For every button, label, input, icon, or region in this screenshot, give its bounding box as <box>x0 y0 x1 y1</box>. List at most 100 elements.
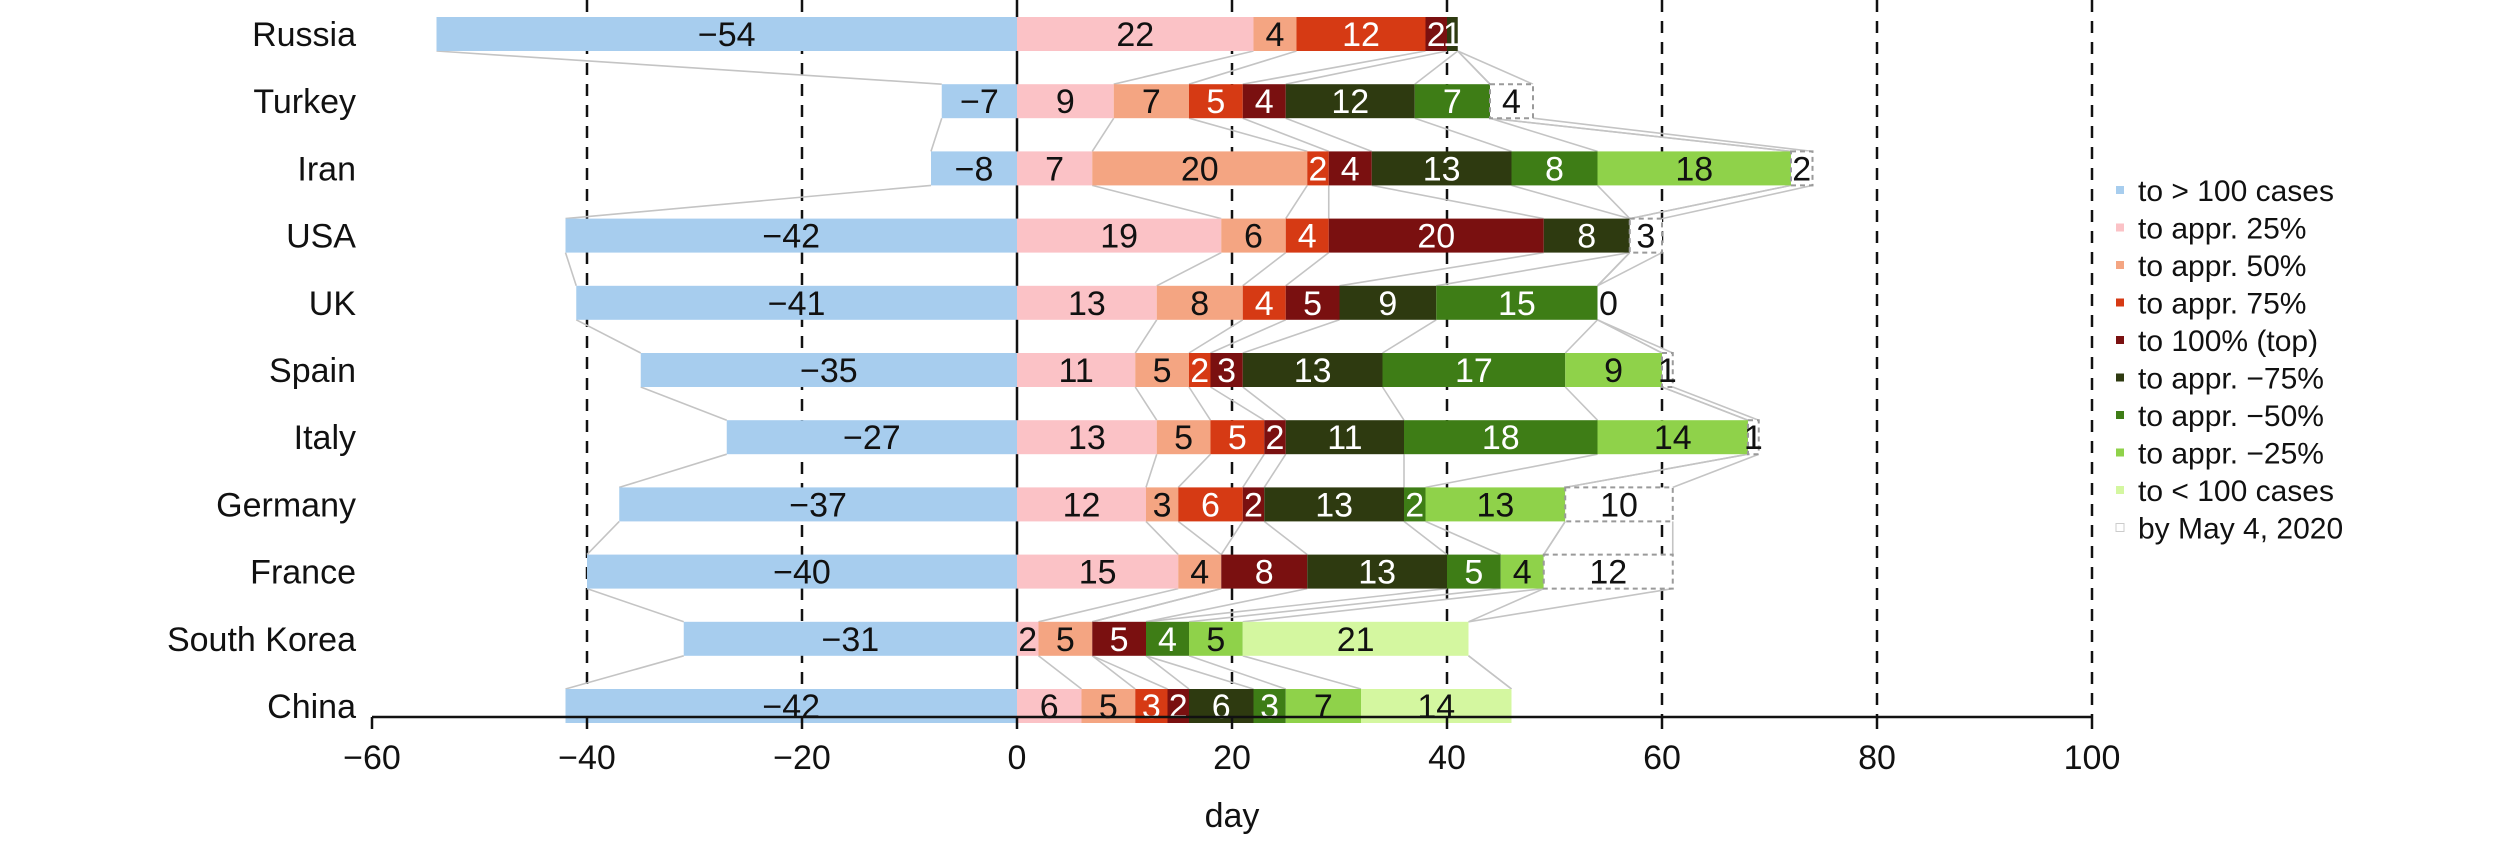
stage-connector <box>1188 117 1308 153</box>
data-label: 13 <box>1476 486 1514 524</box>
data-label: 11 <box>1327 419 1362 457</box>
data-label: 5 <box>1303 285 1322 323</box>
legend-swatch <box>2116 411 2124 419</box>
data-label: 5 <box>1110 621 1129 659</box>
legend-swatch <box>2116 336 2124 344</box>
bar-segment <box>1542 553 1674 590</box>
stage-connector <box>1596 252 1631 287</box>
data-label: 4 <box>1298 218 1317 256</box>
bar-segment <box>941 84 1017 119</box>
legend-label: to < 100 cases <box>2138 475 2334 508</box>
data-label: −31 <box>822 621 880 659</box>
data-label: 3 <box>1217 352 1236 390</box>
bar-segment <box>1436 285 1598 320</box>
stage-connector <box>1242 386 1287 421</box>
category-label: Russia <box>252 16 356 54</box>
bar-segment <box>1038 621 1093 656</box>
stage-connector <box>1038 587 1179 623</box>
data-label: 0 <box>1599 285 1618 323</box>
data-label: 14 <box>1417 688 1455 726</box>
data-label: 2 <box>1018 621 1037 659</box>
stage-connector <box>586 520 620 556</box>
legend-swatch <box>2116 261 2124 269</box>
stage-connector <box>1177 453 1212 488</box>
stage-connector <box>1403 520 1448 556</box>
data-label: 10 <box>1600 486 1638 524</box>
data-label: 8 <box>1545 150 1564 188</box>
stage-connector <box>1457 50 1491 85</box>
bar-segment <box>1017 554 1179 589</box>
data-label: 15 <box>1079 554 1117 592</box>
stage-connector <box>1113 50 1254 85</box>
x-tick-label: 20 <box>1213 739 1251 777</box>
bar-segment <box>1017 420 1157 455</box>
stage-connector <box>1381 386 1405 421</box>
bar-layer: −54 22 4 12 21−7 9 7 5 4 12 7 4−8 7 20 2 4 13 8 18 2−42 19 6 4… <box>436 16 1814 726</box>
data-label: 13 <box>1358 554 1396 592</box>
stage-connector <box>1091 655 1136 690</box>
bar-segment <box>1597 420 1748 455</box>
bar-segment <box>1285 84 1415 119</box>
data-label: 12 <box>1589 554 1627 592</box>
stage-connector <box>1661 386 1749 421</box>
stage-connector <box>1188 655 1287 690</box>
bar-segment <box>1242 353 1383 387</box>
bar-segment <box>1017 285 1157 320</box>
stage-connector <box>1188 319 1244 354</box>
data-label: 5 <box>1056 621 1075 659</box>
stage-connector <box>436 50 942 85</box>
data-label: 13 <box>1423 150 1461 188</box>
stage-connector <box>1564 319 1599 354</box>
stage-connector <box>1263 520 1308 556</box>
x-tick-label: 0 <box>1008 739 1027 777</box>
bar-segment <box>436 17 1017 51</box>
legend-label: to appr. −25% <box>2138 438 2324 471</box>
legend-label: to > 100 cases <box>2138 175 2334 208</box>
legend-label: to appr. −50% <box>2138 400 2324 433</box>
stage-connector <box>619 453 727 489</box>
stage-connector <box>1242 655 1362 690</box>
stage-connector <box>930 117 943 152</box>
data-label: 4 <box>1158 621 1177 659</box>
data-label: 3 <box>1142 688 1161 726</box>
bar-segment <box>619 487 1017 522</box>
stage-connector <box>1672 386 1760 421</box>
stage-connector <box>565 184 932 220</box>
bar-segment <box>1146 487 1179 522</box>
data-label: 20 <box>1181 150 1219 188</box>
bar-segment <box>1500 554 1544 589</box>
data-label: 7 <box>1045 150 1064 188</box>
bar-segment <box>1307 554 1447 589</box>
bar-segment <box>1156 285 1243 320</box>
data-label: 1 <box>1443 16 1462 54</box>
stage-connector <box>1242 117 1330 153</box>
bar-segment <box>1285 420 1404 455</box>
x-axis-title: day <box>1205 797 1260 835</box>
data-label: 2 <box>1266 419 1285 457</box>
stage-connector <box>1425 453 1598 489</box>
stage-connector <box>1220 520 1244 556</box>
bar-segment <box>587 554 1017 589</box>
data-label: 18 <box>1675 150 1713 188</box>
stage-connector <box>1285 184 1308 220</box>
data-label: 13 <box>1068 285 1106 323</box>
bar-segment <box>1511 151 1598 186</box>
data-label: 22 <box>1116 16 1154 54</box>
category-label: Iran <box>297 150 356 188</box>
data-label: 6 <box>1212 688 1231 726</box>
stage-connector <box>1339 251 1544 287</box>
bar-segment <box>640 353 1017 387</box>
stage-connector <box>1468 655 1512 690</box>
stage-connector <box>1242 50 1426 85</box>
bar-segment <box>1328 218 1544 253</box>
x-tick-label: −60 <box>343 739 401 777</box>
bar-segment <box>1790 150 1814 187</box>
data-label: 13 <box>1068 419 1106 457</box>
stage-connector <box>1242 587 1544 623</box>
bar-segment <box>1447 17 1458 51</box>
data-label: 8 <box>1577 218 1596 256</box>
legend-label: to appr. −75% <box>2138 363 2324 396</box>
bar-segment <box>1404 487 1426 522</box>
bar-segment <box>1017 353 1136 387</box>
legend-swatch <box>2116 448 2124 457</box>
